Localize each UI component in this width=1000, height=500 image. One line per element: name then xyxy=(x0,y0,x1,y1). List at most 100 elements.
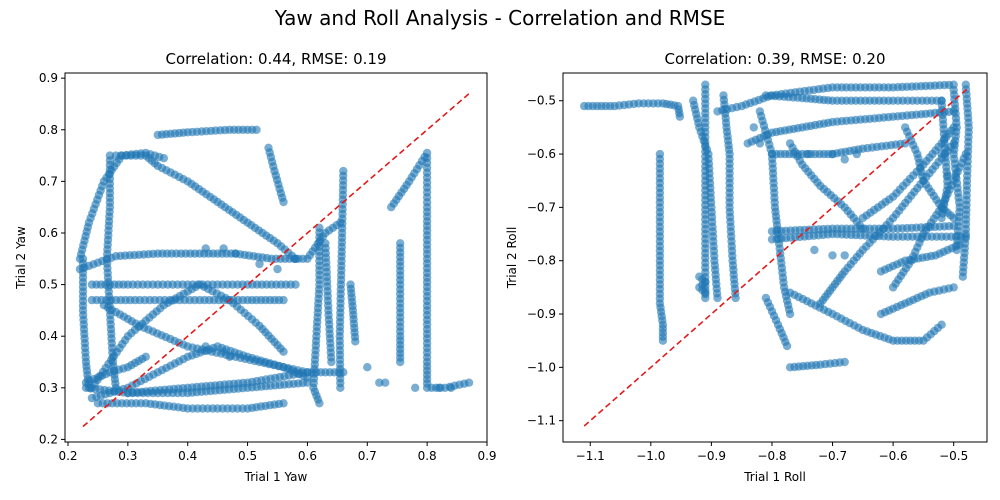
y-tick-label: −0.6 xyxy=(527,147,556,161)
figure-title: Yaw and Roll Analysis - Correlation and … xyxy=(274,6,726,30)
x-tick-label: 0.6 xyxy=(298,449,317,463)
y-tick-label: −0.7 xyxy=(527,200,556,214)
x-tick-label: 0.7 xyxy=(358,449,377,463)
data-point xyxy=(675,112,685,121)
data-point xyxy=(937,320,946,329)
data-point xyxy=(446,383,456,392)
y-tick-label: 0.5 xyxy=(39,278,58,292)
roll-x-axis-label: Trial 1 Roll xyxy=(743,470,806,484)
y-tick-label: −1.1 xyxy=(527,414,556,428)
roll-scatter-panel: −1.1 −1.0 −0.9 −0.8 −0.7 −0.6 −0.5 −1.1 −1.0 −0.9… xyxy=(505,50,988,484)
data-point xyxy=(141,352,150,361)
y-tick-label: −0.9 xyxy=(527,307,556,321)
data-point xyxy=(279,295,288,305)
data-point xyxy=(828,251,837,260)
data-point xyxy=(464,378,474,387)
y-tick-label: −0.5 xyxy=(527,94,556,108)
data-point xyxy=(810,245,819,255)
data-point xyxy=(346,280,355,289)
data-point xyxy=(375,378,384,387)
data-point xyxy=(219,244,228,253)
data-point xyxy=(958,272,967,281)
data-point xyxy=(252,125,261,134)
x-tick-label: −0.8 xyxy=(757,449,786,463)
y-tick-label: 0.8 xyxy=(39,123,58,137)
data-point xyxy=(937,149,946,159)
data-point xyxy=(303,378,312,387)
roll-points xyxy=(580,80,973,372)
x-tick-label: −0.5 xyxy=(939,449,968,463)
x-tick-label: 0.3 xyxy=(118,449,137,463)
data-point xyxy=(327,357,336,367)
data-point xyxy=(225,352,234,361)
data-point xyxy=(396,357,405,367)
y-tick-label: −0.8 xyxy=(527,254,556,268)
data-point xyxy=(828,149,837,159)
yaw-axes-frame xyxy=(64,72,488,443)
data-point xyxy=(381,378,390,387)
data-point xyxy=(949,123,958,132)
roll-plot-title: Correlation: 0.39, RMSE: 0.20 xyxy=(664,50,885,68)
y-tick-label: 0.9 xyxy=(39,71,58,85)
roll-axes-frame xyxy=(562,72,988,443)
y-tick-label: 0.2 xyxy=(39,432,58,446)
data-point xyxy=(949,283,958,292)
data-point xyxy=(279,347,288,356)
y-tick-label: −1.0 xyxy=(527,360,556,374)
y-tick-label: 0.7 xyxy=(39,174,58,188)
data-point xyxy=(411,383,420,392)
data-point xyxy=(219,347,228,356)
data-point xyxy=(782,341,792,351)
yaw-plot-title: Correlation: 0.44, RMSE: 0.19 xyxy=(165,50,386,68)
data-point xyxy=(749,123,758,132)
data-point xyxy=(840,251,849,260)
data-point xyxy=(231,249,240,258)
data-point xyxy=(852,149,861,159)
data-point xyxy=(937,213,946,223)
yaw-y-axis-label: Trial 2 Yaw xyxy=(14,226,28,290)
x-tick-label: 0.5 xyxy=(238,449,257,463)
data-point xyxy=(291,280,300,289)
data-point xyxy=(159,154,168,163)
data-point xyxy=(434,383,444,392)
data-point xyxy=(701,288,710,297)
yaw-scatter-panel: 0.2 0.3 0.4 0.5 0.6 0.7 0.8 0.9 0.2 0.3 0.4 0.5 0.6 0… xyxy=(14,50,497,484)
x-tick-label: 0.9 xyxy=(477,449,496,463)
x-tick-label: −0.9 xyxy=(697,449,726,463)
data-point xyxy=(840,357,849,367)
data-point xyxy=(291,254,300,263)
x-tick-label: 0.8 xyxy=(418,449,437,463)
data-point xyxy=(755,139,765,148)
yaw-points xyxy=(75,125,474,413)
x-tick-label: −1.0 xyxy=(636,449,665,463)
data-point xyxy=(713,293,722,303)
data-point xyxy=(785,309,795,319)
data-point xyxy=(111,383,121,392)
x-tick-label: −0.6 xyxy=(879,449,908,463)
x-tick-label: −1.1 xyxy=(576,449,605,463)
roll-y-axis-label: Trial 2 Roll xyxy=(505,227,519,290)
yaw-x-axis-label: Trial 1 Yaw xyxy=(244,470,308,484)
x-tick-label: −0.7 xyxy=(818,449,847,463)
data-point xyxy=(658,336,668,345)
data-point xyxy=(279,197,288,207)
data-point xyxy=(731,293,740,303)
x-tick-label: 0.4 xyxy=(178,449,197,463)
data-point xyxy=(201,342,210,351)
data-point xyxy=(201,244,210,253)
data-point xyxy=(943,171,952,180)
data-point xyxy=(315,399,324,408)
data-point xyxy=(952,245,961,255)
data-point xyxy=(255,259,264,269)
data-point xyxy=(273,264,282,274)
data-point xyxy=(363,363,372,372)
x-tick-label: 0.2 xyxy=(58,449,77,463)
data-point xyxy=(840,155,849,164)
data-point xyxy=(804,149,813,159)
y-tick-label: 0.4 xyxy=(39,329,58,343)
data-point xyxy=(336,383,345,392)
y-tick-label: 0.6 xyxy=(39,226,58,240)
y-tick-label: 0.3 xyxy=(39,381,58,395)
data-point xyxy=(279,399,288,408)
